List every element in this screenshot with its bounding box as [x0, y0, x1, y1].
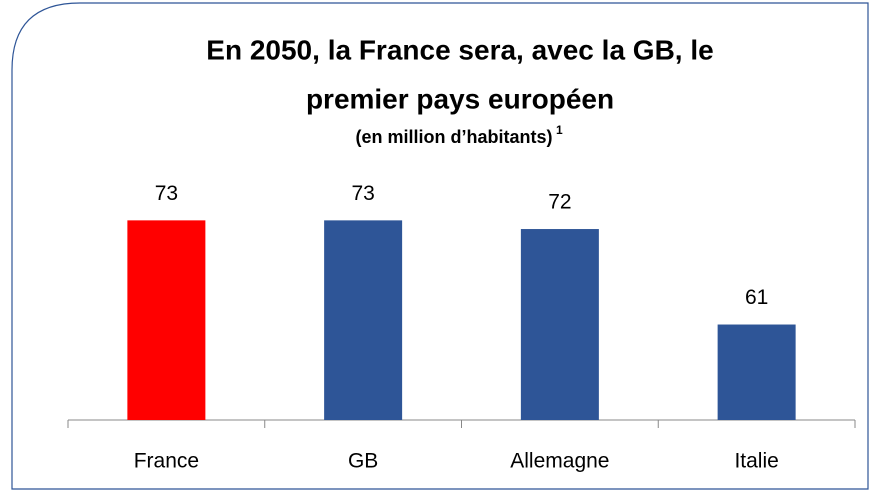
x-tick-label: France — [134, 450, 199, 473]
bar — [717, 324, 796, 420]
x-tick-label: Allemagne — [510, 450, 609, 473]
x-tick-label: Italie — [734, 450, 778, 473]
value-label: 72 — [548, 191, 571, 214]
bar — [127, 220, 206, 420]
frame — [11, 2, 869, 490]
chart-title: premier pays européen — [306, 83, 614, 114]
footnote-mark: 1 — [556, 123, 563, 137]
value-label: 73 — [351, 182, 374, 205]
chart-subtitle: (en million d’habitants) — [356, 127, 553, 147]
bar — [520, 229, 599, 420]
value-label: 73 — [155, 182, 178, 205]
bar — [324, 220, 403, 420]
chart-title: En 2050, la France sera, avec la GB, le — [206, 34, 713, 65]
value-label: 61 — [745, 286, 768, 309]
x-tick-label: GB — [348, 450, 378, 473]
